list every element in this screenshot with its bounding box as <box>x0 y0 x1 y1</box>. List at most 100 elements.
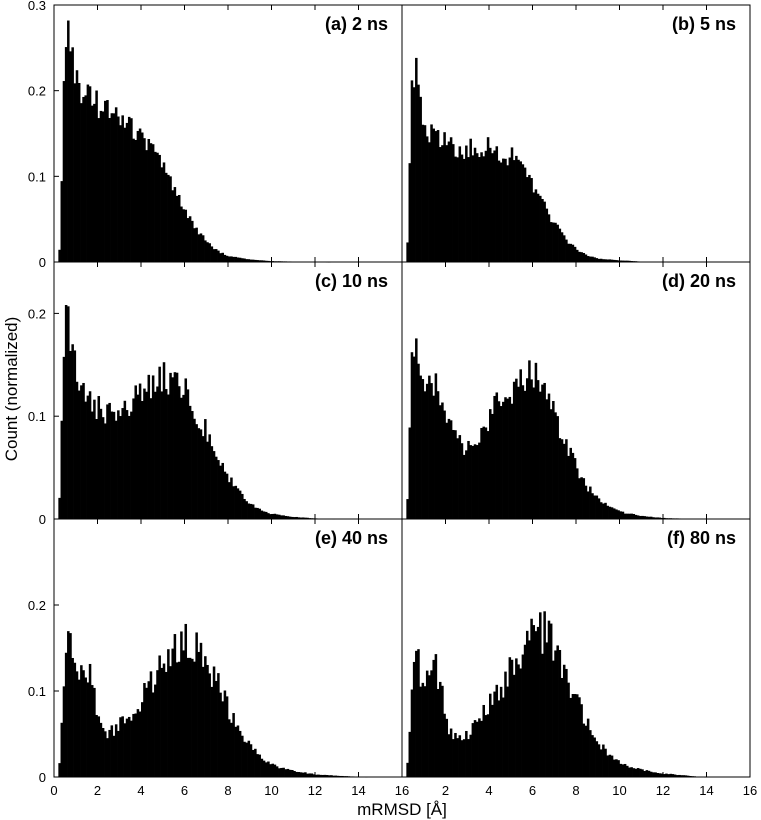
histogram-bar <box>297 772 301 777</box>
histogram-bar <box>447 141 451 262</box>
histogram-bar <box>167 174 170 262</box>
histogram-bar <box>262 511 266 519</box>
histogram-bar <box>536 193 540 262</box>
histogram-bar <box>489 409 492 519</box>
histogram-bar <box>112 113 116 262</box>
histogram-bar <box>206 242 209 262</box>
histogram-bar <box>591 735 594 777</box>
histogram-bar <box>204 656 207 777</box>
histogram-bar <box>132 398 135 519</box>
histogram-bar <box>471 723 475 777</box>
histogram-bar <box>273 764 277 777</box>
histogram-bar <box>210 446 214 519</box>
histogram-bar <box>223 690 227 777</box>
x-tick-label: 4 <box>485 783 492 798</box>
histogram-bar <box>156 386 159 519</box>
histogram-bar <box>201 235 205 262</box>
histogram-bar <box>99 110 103 262</box>
histogram-bar <box>204 419 207 519</box>
histogram-bar <box>634 768 638 777</box>
histogram-bar <box>412 87 416 262</box>
histogram-bar <box>473 720 477 777</box>
histogram-bar <box>310 773 314 777</box>
histogram-bar <box>525 378 529 519</box>
histogram-bar <box>445 422 449 519</box>
histogram-bar <box>521 385 525 519</box>
histogram-bar <box>236 725 240 777</box>
histogram-bar <box>428 142 431 262</box>
histogram-bar <box>545 208 549 262</box>
histogram-bar <box>114 107 118 262</box>
x-tick-label: 10 <box>612 783 626 798</box>
histogram-bar <box>151 375 155 519</box>
histogram-bar <box>127 716 131 777</box>
histogram-bar <box>615 509 618 519</box>
histogram-bar <box>90 685 94 777</box>
histogram-bar <box>193 228 196 262</box>
histogram-bar <box>493 691 496 777</box>
histogram-bar <box>264 511 268 519</box>
histogram-bar <box>173 634 177 777</box>
histogram-bar <box>593 737 596 777</box>
histogram-bar <box>199 429 203 519</box>
histogram-bar <box>99 722 103 777</box>
histogram-bar <box>586 718 590 777</box>
histogram-bar <box>334 775 338 777</box>
histogram-bar <box>456 157 459 262</box>
histogram-bar <box>615 260 618 262</box>
histogram-bar <box>301 772 305 777</box>
histogram-bar <box>552 401 555 519</box>
histogram-bar <box>219 692 222 777</box>
histogram-bar <box>127 116 131 263</box>
histogram-bar <box>80 103 83 262</box>
histogram-bar <box>199 642 203 777</box>
y-tick-label: 0 <box>39 770 46 785</box>
histogram-bar <box>649 771 653 777</box>
histogram-bar <box>125 410 129 519</box>
histogram-bar <box>278 768 281 777</box>
histogram-bar <box>99 408 103 519</box>
histogram-bar <box>484 715 488 777</box>
histogram-bar <box>530 178 533 262</box>
histogram-bar <box>286 768 290 777</box>
histogram-bar <box>584 485 588 519</box>
histogram-bar <box>599 502 603 519</box>
panel-label: (b) 5 ns <box>672 14 736 34</box>
histogram-bar <box>104 731 107 777</box>
histogram-bar <box>247 503 251 519</box>
histogram-bar <box>251 504 255 519</box>
histogram-bar <box>212 666 216 777</box>
histogram-bar <box>658 517 662 519</box>
histogram-bar <box>288 769 292 777</box>
histogram-bar <box>571 452 575 519</box>
histogram-bar <box>523 167 527 262</box>
histogram-bar <box>519 369 522 519</box>
histogram-bar <box>430 383 433 519</box>
histogram-bar <box>536 380 540 519</box>
histogram-bar <box>641 515 644 519</box>
x-tick-label: 4 <box>137 783 144 798</box>
histogram-bar <box>676 775 679 777</box>
histogram-bar <box>408 163 412 262</box>
histogram-bar <box>584 254 588 262</box>
histogram-bar <box>419 96 422 262</box>
histogram-bar <box>288 516 292 519</box>
histogram-bars <box>58 305 335 520</box>
histogram-bar <box>149 143 153 262</box>
histogram-bar <box>419 686 422 777</box>
histogram-bar <box>682 775 686 777</box>
histogram-bar <box>578 478 581 519</box>
histogram-bar <box>443 132 446 262</box>
histogram-bar <box>512 381 516 519</box>
histogram-bar <box>593 257 596 262</box>
histogram-bar <box>260 510 264 519</box>
histogram-bar <box>423 391 427 519</box>
histogram-bar <box>684 775 688 777</box>
histogram-bar <box>112 411 116 519</box>
histogram-bar <box>86 682 90 777</box>
histogram-bar <box>480 152 483 262</box>
histogram-bar <box>221 462 224 519</box>
histogram-bar <box>445 145 449 262</box>
histogram-bar <box>195 424 198 519</box>
x-axis-label: mRMSD [Å] <box>357 800 447 819</box>
